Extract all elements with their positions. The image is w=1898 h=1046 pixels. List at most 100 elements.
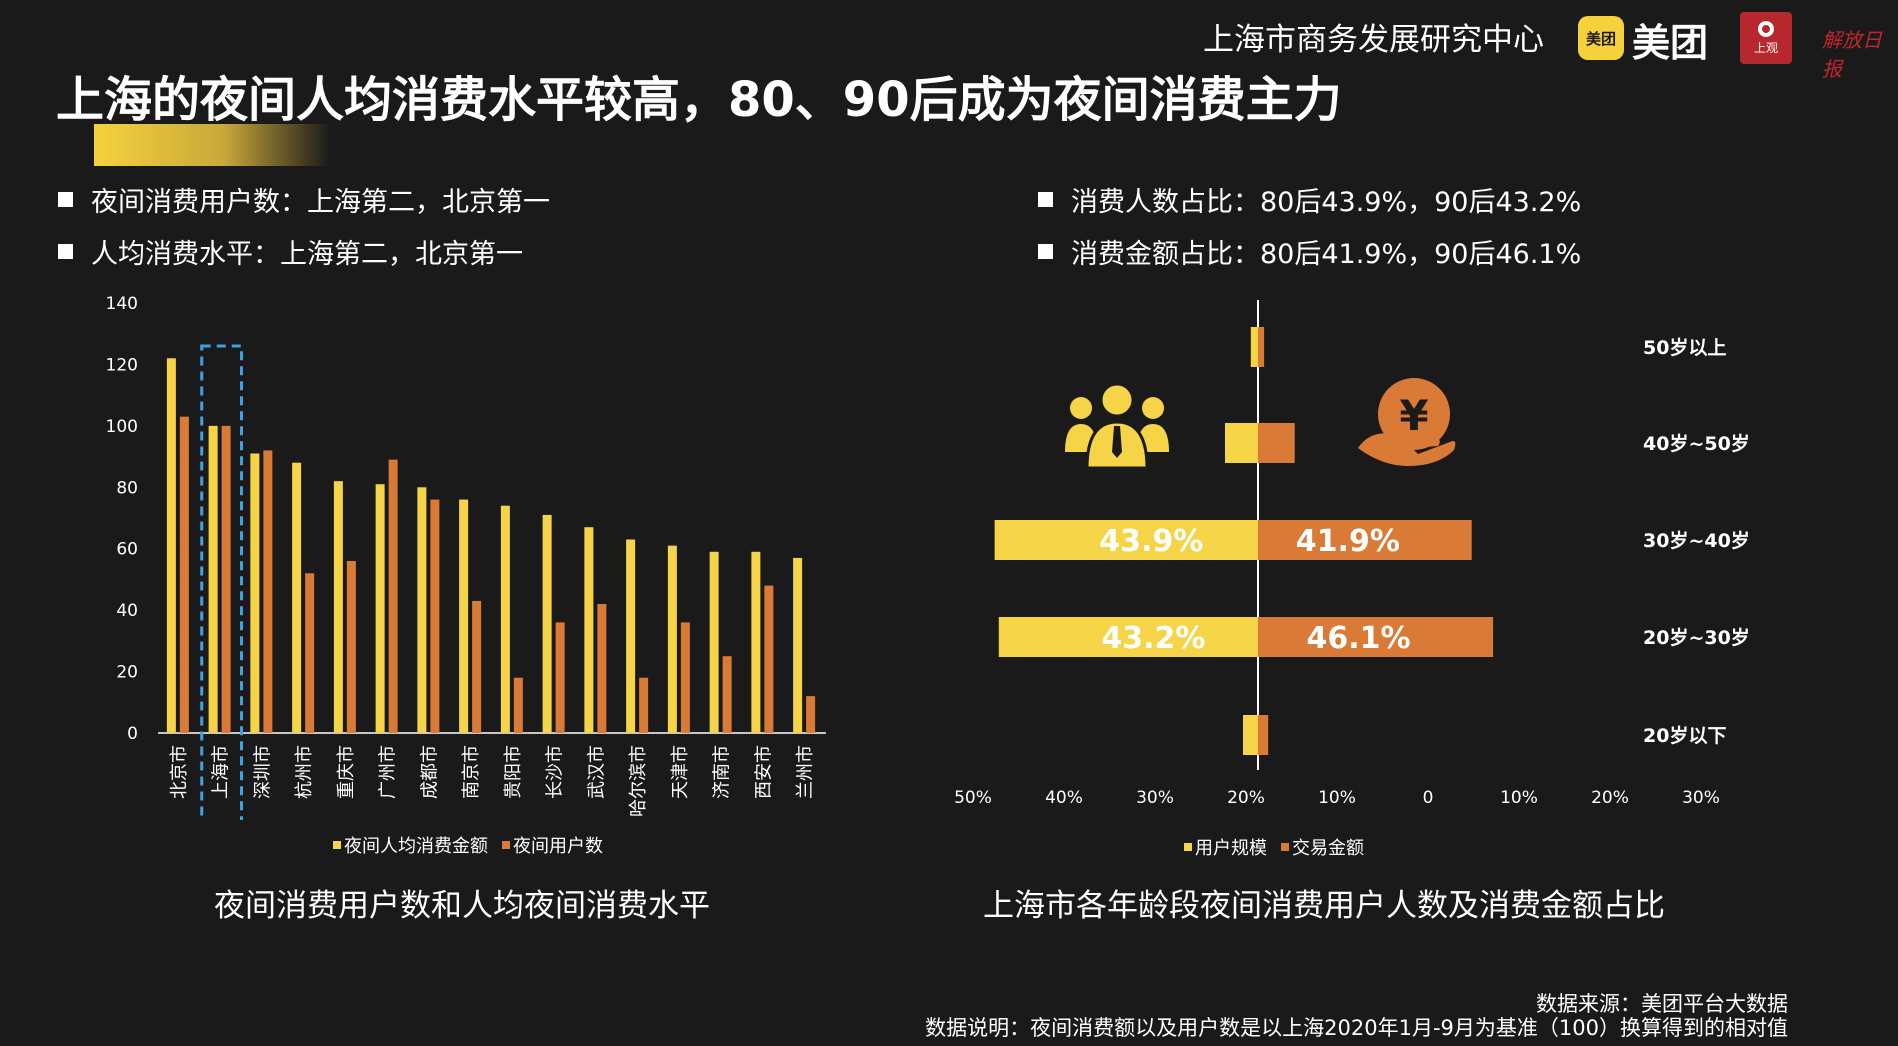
y-tick-label: 100: [106, 417, 138, 437]
bar-user-scale: [1250, 327, 1258, 367]
bar-transaction: [1258, 715, 1269, 755]
page-title: 上海的夜间人均消费水平较高，80、90后成为夜间消费主力: [56, 72, 1342, 128]
bullet-square-icon: [58, 192, 73, 207]
left-bar-chart: 0 20 40 60 80 100 120 140 北京市 上海市 深圳市 杭州市 重庆市 广州市 成都市南…: [106, 294, 826, 820]
bar-users: [346, 561, 356, 733]
bar-users: [388, 459, 398, 733]
bar-users: [263, 450, 273, 733]
meituan-logo-icon: 美团: [1578, 16, 1624, 60]
x-tick-label: 50%: [954, 788, 992, 808]
bullet-square-icon: [1038, 192, 1053, 207]
x-category-label: 北京市: [169, 745, 190, 799]
bar-user-scale: [994, 520, 1258, 560]
bar-per-capita: [542, 514, 552, 733]
x-category-label: 武汉市: [586, 745, 607, 799]
x-category-label: 兰州市: [795, 745, 816, 799]
bullet-right-2: 消费金额占比：80后41.9%，90后46.1%: [1038, 232, 1581, 271]
legend-item-user-scale: 用户规模: [1184, 834, 1267, 860]
bullet-square-icon: [1038, 244, 1053, 259]
bar-users: [722, 656, 732, 733]
bar-per-capita: [166, 358, 176, 733]
bar-per-capita: [793, 557, 803, 733]
x-tick-label: 0: [1423, 788, 1434, 808]
x-category-label: 重庆市: [336, 745, 357, 799]
bar-users: [221, 425, 231, 733]
bar-transaction: [1258, 617, 1494, 657]
icon-part: [1142, 397, 1164, 419]
bar-users: [305, 573, 315, 733]
legend-item-per-capita: 夜间人均消费金额: [333, 832, 488, 858]
bar-per-capita: [375, 484, 385, 733]
shangguan-logo-label: 上观: [1753, 40, 1778, 55]
right-chart-title: 上海市各年龄段夜间消费用户人数及消费金额占比: [983, 888, 1665, 924]
bullet-text: 消费人数占比：80后43.9%，90后43.2%: [1071, 187, 1582, 218]
bar-user-scale: [998, 617, 1258, 657]
y-tick-label: 120: [106, 355, 138, 375]
bullet-text: 夜间消费用户数：上海第二，北京第一: [91, 187, 550, 218]
y-tick-label: 140: [106, 294, 138, 314]
bar-user-scale: [1225, 423, 1258, 463]
data-label-user-scale: 43.2%: [1101, 621, 1205, 656]
bullet-text: 人均消费水平：上海第二，北京第一: [91, 239, 523, 270]
org-name: 上海市商务发展研究中心: [1203, 22, 1544, 58]
bar-per-capita: [584, 527, 594, 733]
x-category-label: 杭州市: [294, 745, 315, 799]
legend-swatch: [333, 841, 341, 849]
age-group-label: 20岁以下: [1643, 724, 1726, 747]
bar-users: [513, 677, 523, 733]
age-group-label: 30岁~40岁: [1643, 529, 1750, 552]
right-chart-legend: 用户规模 交易金额: [1184, 834, 1378, 860]
people-group-icon: [1065, 382, 1169, 470]
icon-part: ¥: [1399, 391, 1428, 440]
money-hand-icon: ¥: [1358, 378, 1456, 466]
legend-swatch: [1281, 843, 1289, 851]
bar-users: [430, 499, 440, 733]
x-category-label: 西安市: [753, 745, 774, 799]
jiefang-daily-logo: 解放日报: [1822, 28, 1882, 81]
right-diverging-bar-chart: 50岁以上 40岁~50岁 43.9% 41.9% 30岁~40岁 43.2% 46.1% 2…: [954, 300, 1750, 808]
title-accent-bar: [94, 124, 330, 166]
shangguan-logo-icon: 上观: [1740, 12, 1792, 64]
data-label-transaction: 46.1%: [1307, 621, 1411, 656]
data-label-user-scale: 43.9%: [1099, 524, 1203, 559]
legend-label: 夜间人均消费金额: [344, 836, 488, 857]
x-category-label: 深圳市: [252, 745, 273, 799]
bullet-square-icon: [58, 244, 73, 259]
icon-part: [1112, 426, 1122, 458]
footer-source: 数据来源：美团平台大数据: [1536, 992, 1788, 1016]
x-category-label: 长沙市: [545, 745, 566, 799]
legend-swatch: [502, 841, 510, 849]
bar-per-capita: [709, 551, 719, 733]
x-category-label: 南京市: [461, 745, 482, 799]
y-tick-label: 60: [116, 540, 138, 560]
bar-users: [179, 416, 189, 733]
bar-per-capita: [417, 487, 427, 733]
legend-label: 用户规模: [1195, 838, 1267, 859]
meituan-wordmark: 美团: [1632, 21, 1709, 65]
x-category-label: 上海市: [211, 745, 232, 799]
legend-swatch: [1184, 843, 1192, 851]
bar-per-capita: [459, 499, 469, 733]
bar-transaction: [1258, 327, 1265, 367]
bar-users: [764, 585, 774, 733]
highlight-box-shanghai: [200, 344, 243, 820]
footer-note: 数据说明：夜间消费额以及用户数是以上海2020年1月-9月为基准（100）换算得…: [925, 1016, 1788, 1040]
legend-label: 交易金额: [1292, 838, 1364, 859]
y-tick-label: 20: [116, 663, 138, 683]
bullet-left-1: 夜间消费用户数：上海第二，北京第一: [58, 180, 550, 219]
x-category-label: 哈尔滨市: [628, 745, 649, 817]
bullet-text: 消费金额占比：80后41.9%，90后46.1%: [1071, 239, 1582, 270]
icon-part: [1358, 433, 1456, 466]
bullet-left-2: 人均消费水平：上海第二，北京第一: [58, 232, 523, 271]
bar-users: [472, 600, 482, 733]
x-tick-label: 10%: [1500, 788, 1538, 808]
bar-transaction: [1258, 520, 1472, 560]
bar-users: [680, 622, 690, 733]
x-tick-label: 30%: [1682, 788, 1720, 808]
x-tick-label: 30%: [1136, 788, 1174, 808]
x-category-label: 济南市: [712, 745, 733, 799]
bar-per-capita: [292, 462, 302, 733]
bar-users: [555, 622, 565, 733]
icon-part: [1099, 382, 1135, 418]
x-category-label: 广州市: [378, 745, 399, 799]
